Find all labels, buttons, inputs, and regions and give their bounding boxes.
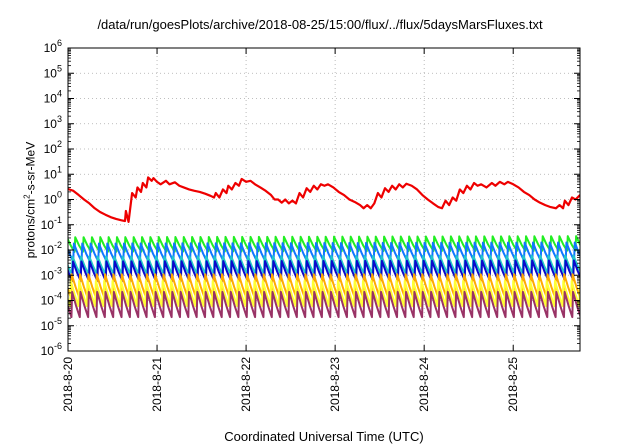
x-tick-label: 2018-8-20	[61, 357, 75, 412]
x-tick-label: 2018-8-24	[417, 357, 431, 412]
y-tick-label: 10-6	[41, 341, 62, 358]
series-group	[68, 176, 580, 319]
y-tick-label: 10-3	[41, 265, 62, 282]
series-line-1	[68, 176, 580, 223]
y-axis-label: protons/cm2-s-sr-MeV	[23, 142, 38, 258]
y-tick-label: 10-5	[41, 316, 62, 333]
x-tick-label: 2018-8-21	[150, 357, 164, 412]
y-tick-label: 10-2	[41, 240, 62, 257]
y-tick-label: 10-1	[41, 215, 62, 232]
y-tick-label: 104	[44, 89, 62, 106]
y-axis-label-sup: 2	[22, 194, 32, 199]
y-tick-label: 106	[44, 38, 62, 55]
x-tick-label: 2018-8-23	[328, 357, 342, 412]
chart-title: /data/run/goesPlots/archive/2018-08-25/1…	[97, 17, 543, 32]
x-tick-label: 2018-8-22	[239, 357, 253, 412]
y-axis-label-post: -s-sr-MeV	[23, 141, 38, 195]
y-tick-label: 100	[44, 190, 62, 207]
series-line-3	[68, 241, 580, 263]
x-axis-label: Coordinated Universal Time (UTC)	[224, 429, 424, 444]
series-line-8	[68, 290, 580, 319]
x-axis-ticks: 2018-8-20 2018-8-21 2018-8-22 2018-8-23 2018…	[61, 48, 520, 412]
y-axis-label-pre: protons/cm	[23, 198, 38, 259]
series-line-7	[68, 279, 580, 308]
series-line-4	[68, 254, 580, 276]
y-tick-label: 10-4	[41, 291, 62, 308]
y-tick-label: 105	[44, 63, 62, 80]
series-line-6	[68, 273, 580, 299]
x-tick-label: 2018-8-25	[506, 357, 520, 412]
series-line-5	[68, 259, 580, 282]
y-tick-label: 102	[44, 139, 62, 156]
series-line-2	[68, 235, 580, 253]
y-tick-label: 101	[44, 164, 62, 181]
y-tick-label: 103	[44, 114, 62, 131]
